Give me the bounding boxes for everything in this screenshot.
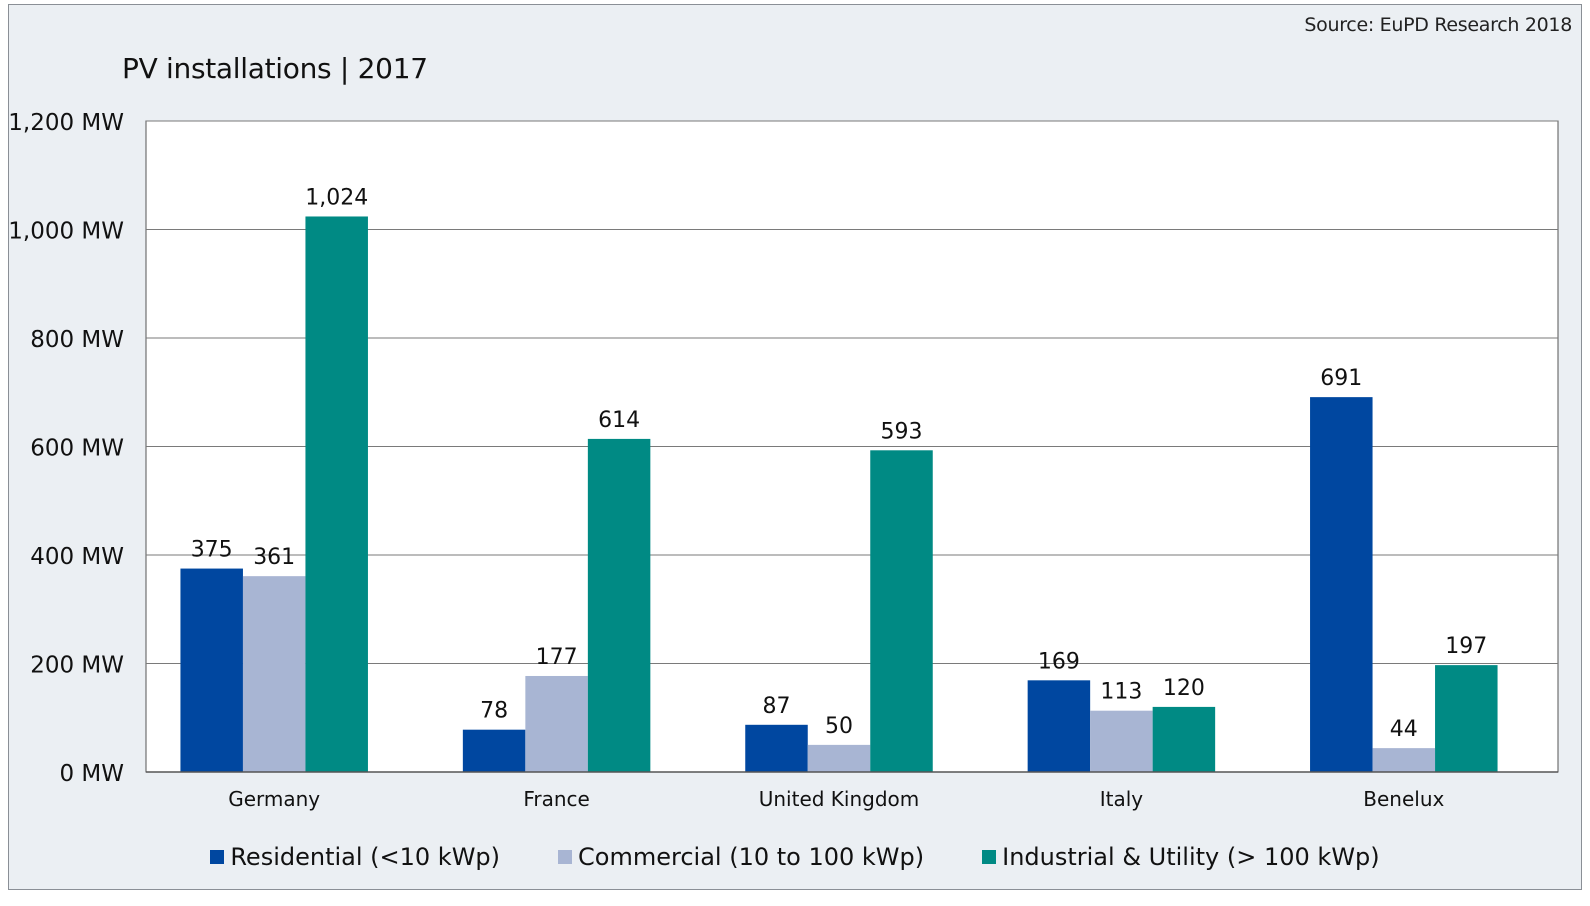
bar-value-label: 87 — [763, 694, 791, 719]
y-tick-label: 600 MW — [30, 436, 124, 462]
y-tick-label: 200 MW — [30, 653, 124, 679]
legend-label-residential: Residential (<10 kWp) — [230, 843, 501, 871]
bar-value-label: 78 — [480, 699, 508, 724]
legend-label-industrial: Industrial & Utility (> 100 kWp) — [1002, 843, 1380, 871]
bar — [1435, 665, 1498, 772]
legend-swatch-residential — [210, 850, 225, 864]
bar-value-label: 120 — [1163, 676, 1205, 701]
y-tick-label: 800 MW — [30, 327, 124, 353]
bar-value-label: 691 — [1320, 366, 1362, 391]
bar — [745, 724, 808, 772]
bar-value-label: 169 — [1038, 649, 1080, 674]
bar-value-label: 593 — [881, 419, 923, 444]
legend-label-commercial: Commercial (10 to 100 kWp) — [578, 843, 925, 871]
legend-swatch-commercial — [558, 850, 573, 864]
x-tick-label: United Kingdom — [759, 787, 920, 811]
bar — [1152, 706, 1216, 772]
bar-value-label: 113 — [1100, 680, 1142, 705]
y-tick-label: 1,000 MW — [8, 219, 124, 245]
bar-value-label: 375 — [191, 538, 233, 563]
bar — [1090, 710, 1153, 772]
bar-value-label: 1,024 — [305, 185, 368, 210]
bar — [1027, 680, 1091, 772]
y-tick-label: 0 MW — [59, 761, 124, 787]
bar-value-label: 361 — [253, 545, 295, 570]
bar-value-label: 177 — [536, 645, 578, 670]
bar — [587, 438, 651, 772]
legend-item-residential: Residential (<10 kWp) — [210, 843, 500, 871]
bar-value-label: 614 — [598, 408, 640, 433]
bar-value-label: 44 — [1390, 717, 1418, 742]
bar — [1310, 397, 1373, 772]
bar-value-label: 197 — [1445, 634, 1487, 659]
bar — [870, 450, 933, 772]
y-tick-label: 400 MW — [30, 544, 124, 570]
bar — [462, 729, 526, 772]
bar — [525, 675, 588, 772]
x-tick-label: Benelux — [1363, 787, 1444, 811]
bar — [180, 568, 243, 772]
x-tick-label: France — [523, 787, 590, 811]
bar — [305, 216, 368, 773]
y-tick-label: 1,200 MW — [8, 110, 124, 136]
bar-value-label: 50 — [825, 714, 853, 739]
legend-item-commercial: Commercial (10 to 100 kWp) — [558, 843, 924, 871]
legend-swatch-industrial — [982, 850, 997, 864]
bar — [807, 744, 871, 772]
chart-source: Source: EuPD Research 2018 — [1304, 14, 1572, 36]
legend-item-industrial: Industrial & Utility (> 100 kWp) — [982, 843, 1380, 871]
chart-title: PV installations | 2017 — [122, 52, 428, 85]
chart-legend: Residential (<10 kWp) Commercial (10 to … — [0, 843, 1590, 871]
x-tick-label: Germany — [228, 787, 320, 811]
bar — [1372, 748, 1436, 772]
bar — [242, 576, 306, 772]
x-tick-label: Italy — [1100, 787, 1144, 811]
